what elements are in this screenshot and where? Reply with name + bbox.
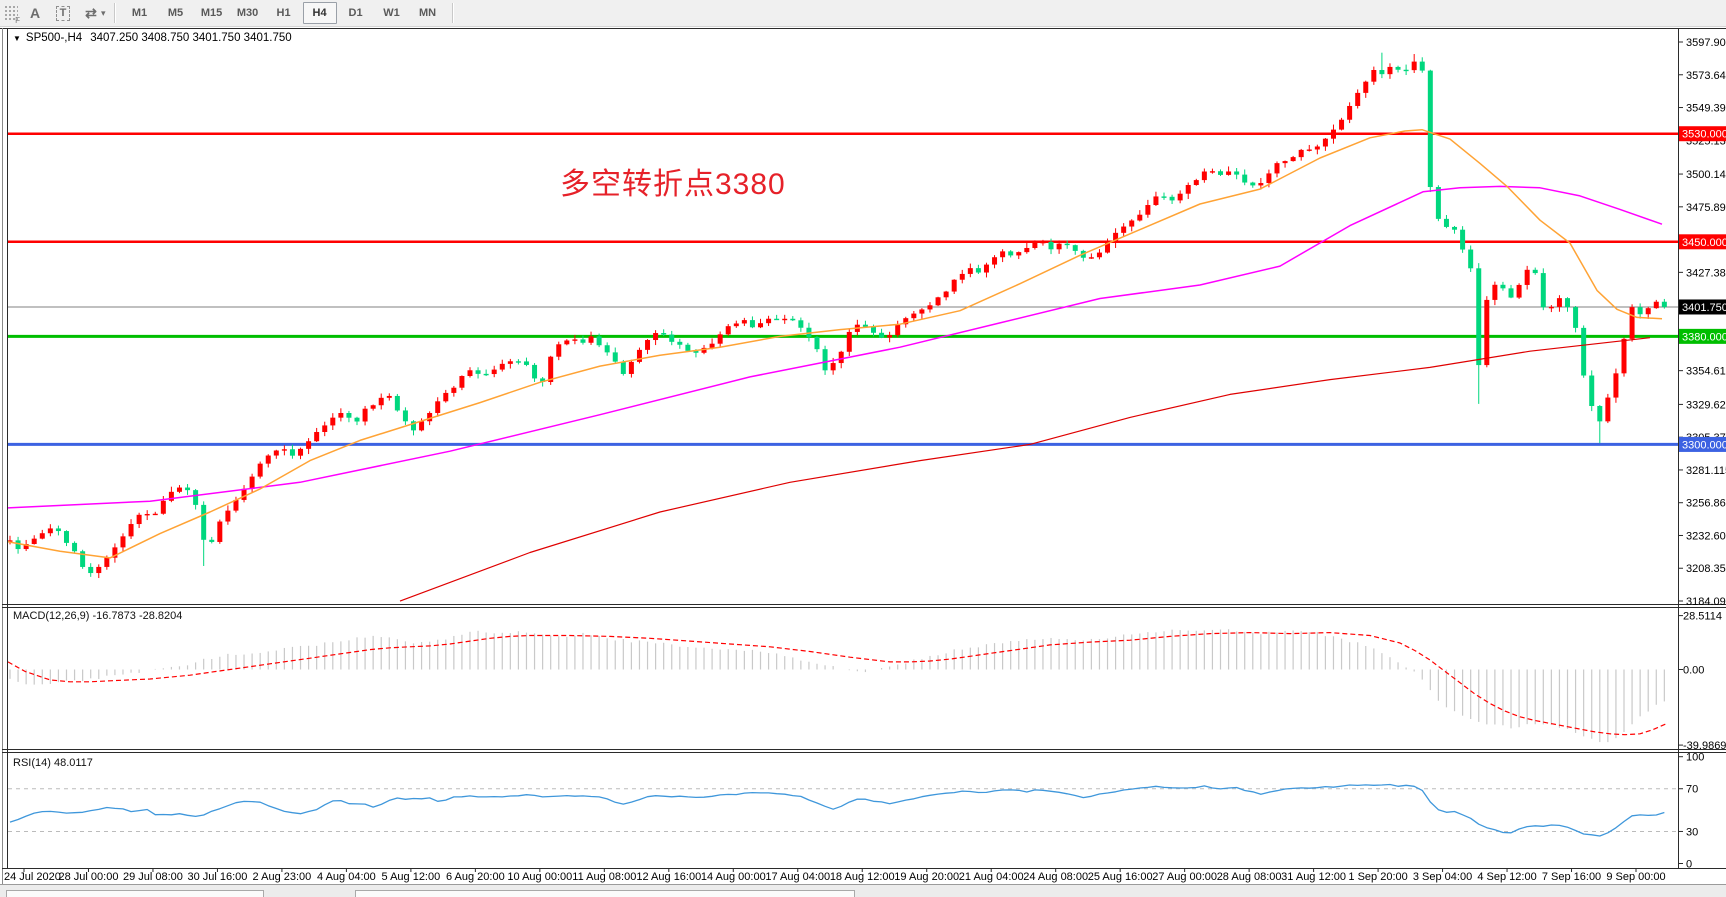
svg-text:30: 30	[1686, 826, 1698, 838]
svg-text:3232.605: 3232.605	[1686, 530, 1726, 542]
timeframe-button-D1[interactable]: D1	[348, 7, 363, 19]
chart-annotation-text: 多空转折点3380	[560, 168, 786, 201]
svg-text:6 Aug 20:00: 6 Aug 20:00	[446, 871, 505, 883]
timeframe-button-MN[interactable]: MN	[418, 7, 437, 19]
quote-expand-toggle[interactable]: ▼	[13, 33, 21, 43]
svg-text:3573.645: 3573.645	[1686, 70, 1726, 82]
toolbar-drag-handle[interactable]: F	[4, 5, 20, 25]
timeframe-button-H4[interactable]: H4	[302, 2, 337, 24]
svg-text:10 Aug 00:00: 10 Aug 00:00	[507, 871, 572, 883]
svg-text:0.00: 0.00	[1683, 665, 1704, 677]
svg-text:3184.095: 3184.095	[1686, 596, 1726, 608]
dropdown-caret-icon[interactable]: ▾	[101, 7, 106, 18]
svg-text:3380.000: 3380.000	[1682, 331, 1726, 343]
svg-text:-39.9869: -39.9869	[1683, 740, 1726, 752]
timeframe-button-H1[interactable]: H1	[276, 7, 291, 19]
toolbar-handle-label: F	[15, 16, 20, 25]
svg-text:28.5114: 28.5114	[1683, 611, 1722, 623]
svg-text:29 Jul 08:00: 29 Jul 08:00	[123, 871, 183, 883]
svg-text:25 Aug 16:00: 25 Aug 16:00	[1088, 871, 1153, 883]
macd-indicator-label: MACD(12,26,9) -16.7873 -28.8204	[13, 610, 183, 622]
timeframe-button-M15[interactable]: M15	[200, 7, 223, 19]
svg-text:3 Sep 04:00: 3 Sep 04:00	[1413, 871, 1472, 883]
svg-text:2 Aug 23:00: 2 Aug 23:00	[253, 871, 312, 883]
svg-text:0: 0	[1686, 859, 1692, 871]
svg-text:3256.860: 3256.860	[1686, 498, 1726, 510]
rsi-indicator-label: RSI(14) 48.0117	[13, 757, 93, 769]
svg-text:3208.350: 3208.350	[1686, 563, 1726, 575]
svg-text:3530.000: 3530.000	[1682, 129, 1726, 141]
symbol-header: ▼ SP500-,H4 3407.250 3408.750 3401.750 3…	[13, 32, 292, 44]
timeframe-button-M1[interactable]: M1	[131, 7, 148, 19]
svg-text:3401.750: 3401.750	[1682, 302, 1726, 314]
svg-text:7 Sep 16:00: 7 Sep 16:00	[1542, 871, 1601, 883]
svg-text:19 Aug 20:00: 19 Aug 20:00	[894, 871, 959, 883]
svg-text:3281.115: 3281.115	[1686, 465, 1726, 477]
svg-text:28 Jul 00:00: 28 Jul 00:00	[59, 871, 119, 883]
svg-text:3549.390: 3549.390	[1686, 103, 1726, 115]
toolbar-separator	[113, 3, 116, 23]
svg-text:3500.145: 3500.145	[1686, 169, 1726, 181]
svg-text:18 Aug 12:00: 18 Aug 12:00	[830, 871, 895, 883]
svg-text:3597.900: 3597.900	[1686, 37, 1726, 49]
svg-text:27 Aug 00:00: 27 Aug 00:00	[1152, 871, 1217, 883]
chart-tab[interactable]	[355, 890, 855, 897]
svg-text:24 Aug 08:00: 24 Aug 08:00	[1023, 871, 1088, 883]
svg-text:4 Sep 12:00: 4 Sep 12:00	[1477, 871, 1536, 883]
svg-text:4 Aug 04:00: 4 Aug 04:00	[317, 871, 376, 883]
svg-text:3450.000: 3450.000	[1682, 237, 1726, 249]
timeframe-button-M5[interactable]: M5	[167, 7, 184, 19]
svg-text:3475.890: 3475.890	[1686, 202, 1726, 214]
svg-text:3329.625: 3329.625	[1686, 399, 1726, 411]
chart-tab[interactable]	[6, 890, 264, 897]
svg-text:28 Aug 08:00: 28 Aug 08:00	[1217, 871, 1282, 883]
svg-text:17 Aug 04:00: 17 Aug 04:00	[765, 871, 830, 883]
timeframe-button-M30[interactable]: M30	[236, 7, 259, 19]
timeframe-button-W1[interactable]: W1	[383, 7, 400, 19]
svg-text:70: 70	[1686, 784, 1698, 796]
svg-text:3427.380: 3427.380	[1686, 267, 1726, 279]
svg-text:1 Sep 20:00: 1 Sep 20:00	[1348, 871, 1407, 883]
svg-text:31 Aug 12:00: 31 Aug 12:00	[1281, 871, 1346, 883]
svg-text:5 Aug 12:00: 5 Aug 12:00	[382, 871, 441, 883]
svg-text:100: 100	[1686, 752, 1704, 764]
svg-text:12 Aug 16:00: 12 Aug 16:00	[636, 871, 701, 883]
svg-text:3354.615: 3354.615	[1686, 366, 1726, 378]
cycle-symbols-icon[interactable]: ⇄	[85, 4, 97, 21]
svg-text:11 Aug 08:00: 11 Aug 08:00	[572, 871, 636, 883]
text-annotation-icon[interactable]: A	[29, 5, 41, 21]
svg-text:21 Aug 04:00: 21 Aug 04:00	[959, 871, 1024, 883]
timeframe-button-group: M1 M5 M15 M30 H1 H4 D1 W1 MN	[122, 2, 446, 24]
text-label-box-icon[interactable]: T	[50, 3, 76, 23]
svg-text:14 Aug 00:00: 14 Aug 00:00	[701, 871, 766, 883]
window-bottom-strip	[0, 884, 1726, 897]
svg-text:24 Jul 2020: 24 Jul 2020	[4, 871, 61, 883]
svg-text:3300.000: 3300.000	[1682, 439, 1726, 451]
ohlc-quote: 3407.250 3408.750 3401.750 3401.750	[90, 32, 292, 44]
svg-text:9 Sep 00:00: 9 Sep 00:00	[1606, 871, 1665, 883]
symbol-name: SP500-,H4	[25, 32, 83, 44]
toolbar-separator	[451, 3, 454, 23]
top-toolbar: F A T ⇄ ▾ M1 M5 M15 M30 H1 H4 D1 W1 MN	[0, 0, 1726, 27]
svg-text:30 Jul 16:00: 30 Jul 16:00	[187, 871, 247, 883]
